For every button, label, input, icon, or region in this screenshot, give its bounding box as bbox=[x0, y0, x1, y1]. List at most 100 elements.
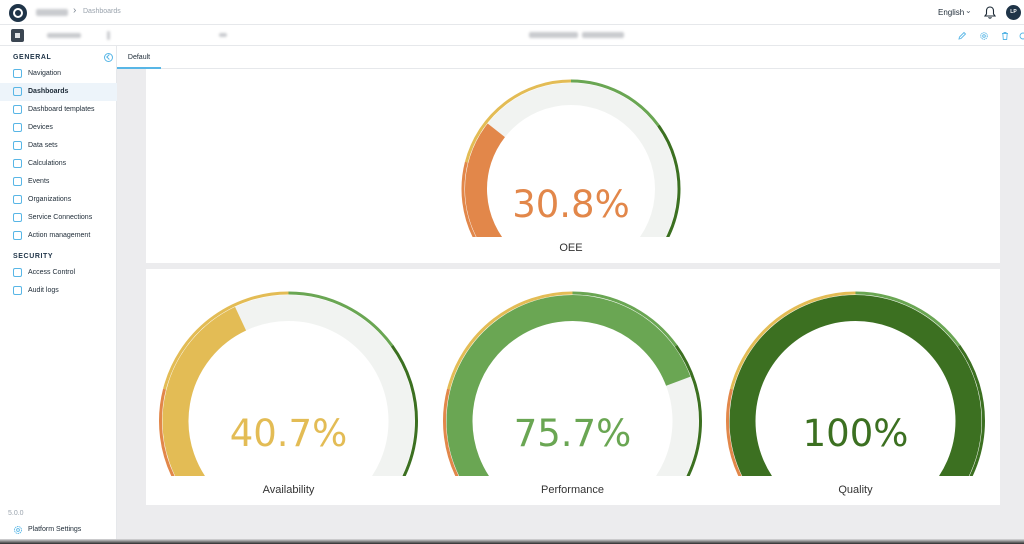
sidebar-item-data-sets[interactable]: Data sets bbox=[0, 137, 117, 155]
sidebar-item-calculations[interactable]: Calculations bbox=[0, 155, 117, 173]
dashboard-title-blurred bbox=[529, 32, 578, 38]
sidebar-item-events[interactable]: Events bbox=[0, 173, 117, 191]
oee-components-widget: 40.7% Availability 75.7% Performance 100… bbox=[146, 269, 1000, 505]
window-bottom-edge bbox=[0, 539, 1024, 544]
audit-log-icon bbox=[13, 286, 22, 295]
oee-gauge-zone-4 bbox=[657, 124, 681, 237]
availability-gauge-zone-2 bbox=[163, 291, 289, 390]
dashboard-owner-blurred bbox=[47, 33, 81, 38]
notification-bell-icon[interactable] bbox=[984, 6, 996, 19]
organization-icon bbox=[13, 195, 22, 204]
dashboard-canvas: 30.8% OEE 40.7% Availability 75.7% Perfo… bbox=[136, 69, 1008, 536]
oee-gauge-zone-1 bbox=[461, 161, 477, 237]
dataset-icon bbox=[13, 141, 22, 150]
sidebar-item-label: Organizations bbox=[28, 196, 72, 203]
top-bar: › Dashboards English ⌄ LP bbox=[0, 0, 1024, 25]
performance-gauge-zone-1 bbox=[443, 388, 459, 476]
performance-gauge: 75.7% Performance bbox=[435, 286, 710, 501]
availability-gauge: 40.7% Availability bbox=[151, 286, 426, 501]
availability-gauge-zone-3 bbox=[288, 291, 394, 347]
sidebar-item-service-connections[interactable]: Service Connections bbox=[0, 209, 117, 227]
sidebar-item-access-control[interactable]: Access Control bbox=[0, 264, 117, 282]
oee-gauge-arc bbox=[461, 79, 681, 237]
breadcrumb-current: Dashboards bbox=[83, 8, 121, 15]
section-title-general: GENERAL bbox=[13, 54, 52, 61]
sidebar-item-navigation[interactable]: Navigation bbox=[0, 65, 117, 83]
sidebar-item-devices[interactable]: Devices bbox=[0, 119, 117, 137]
sidebar-item-label: Platform Settings bbox=[28, 526, 82, 533]
settings-gear-icon[interactable] bbox=[979, 31, 989, 41]
availability-value: 40.7% bbox=[229, 412, 348, 455]
dashboard-title-blurred-2 bbox=[582, 32, 624, 38]
quality-gauge-arc bbox=[726, 291, 985, 476]
oee-gauge-value-arc bbox=[465, 123, 506, 237]
sidebar-item-label: Events bbox=[28, 178, 50, 185]
sidebar-item-label: Data sets bbox=[28, 142, 58, 149]
section-title-security: SECURITY bbox=[13, 253, 54, 260]
oee-gauge-zone-2 bbox=[464, 79, 572, 163]
dashboard-toolbar bbox=[0, 25, 1024, 46]
sidebar-item-label: Devices bbox=[28, 124, 53, 131]
tab-default[interactable]: Default bbox=[117, 46, 161, 69]
oee-widget: 30.8% OEE bbox=[146, 69, 1000, 263]
performance-gauge-value-arc bbox=[446, 295, 691, 476]
quality-value: 100% bbox=[802, 412, 909, 455]
clipboard-icon bbox=[13, 231, 22, 240]
sidebar-item-label: Access Control bbox=[28, 269, 76, 276]
delete-trash-icon[interactable] bbox=[1000, 31, 1010, 41]
sidebar-item-label: Calculations bbox=[28, 160, 67, 167]
quality-gauge-zone-1 bbox=[726, 388, 742, 476]
performance-value: 75.7% bbox=[513, 412, 632, 455]
quality-gauge-value-arc bbox=[729, 295, 982, 476]
dashboard-template-icon bbox=[13, 105, 22, 114]
dashboard-meta-blurred bbox=[219, 33, 227, 37]
sidebar-item-audit-logs[interactable]: Audit logs bbox=[0, 282, 117, 300]
gear-icon bbox=[14, 526, 22, 534]
dashboard-icon bbox=[13, 87, 22, 96]
oee-gauge-zone-3 bbox=[570, 79, 660, 127]
performance-gauge-zone-3 bbox=[572, 291, 678, 347]
chevron-right-icon: › bbox=[73, 5, 77, 16]
bell-icon bbox=[13, 177, 22, 186]
quality-gauge: 100% Quality bbox=[718, 286, 993, 501]
more-options-icon[interactable] bbox=[1018, 31, 1024, 41]
sidebar-item-label: Audit logs bbox=[28, 287, 59, 294]
performance-gauge-zone-4 bbox=[674, 344, 702, 476]
edit-pencil-icon[interactable] bbox=[957, 31, 967, 41]
collapse-sidebar-icon[interactable] bbox=[104, 53, 113, 62]
sidebar-item-label: Service Connections bbox=[28, 214, 93, 221]
oee-value: 30.8% bbox=[512, 183, 630, 226]
availability-label: Availability bbox=[262, 484, 315, 496]
access-control-icon bbox=[13, 268, 22, 277]
chevron-down-icon[interactable]: ⌄ bbox=[965, 6, 972, 15]
oee-gauge: 30.8% OEE bbox=[446, 77, 696, 261]
breadcrumb-organization-blurred[interactable] bbox=[36, 9, 68, 16]
language-selector[interactable]: English bbox=[938, 8, 965, 17]
sidebar-item-label: Navigation bbox=[28, 70, 62, 77]
user-avatar[interactable]: LP bbox=[1006, 5, 1021, 20]
availability-gauge-arc bbox=[159, 291, 418, 476]
performance-gauge-arc bbox=[443, 291, 702, 476]
calculator-icon bbox=[13, 159, 22, 168]
performance-label: Performance bbox=[541, 484, 604, 496]
performance-gauge-zone-2 bbox=[447, 291, 573, 390]
availability-gauge-value-arc bbox=[162, 306, 247, 476]
sidebar-item-dashboard-templates[interactable]: Dashboard templates bbox=[0, 101, 117, 119]
availability-gauge-zone-1 bbox=[159, 388, 175, 476]
quality-gauge-zone-4 bbox=[957, 344, 985, 476]
sidebar-item-label: Action management bbox=[28, 232, 91, 239]
separator-blurred bbox=[107, 31, 110, 40]
quality-label: Quality bbox=[838, 484, 873, 496]
sidebar-item-dashboards[interactable]: Dashboards bbox=[0, 83, 117, 101]
sidebar-item-label: Dashboard templates bbox=[28, 106, 95, 113]
navigation-icon bbox=[13, 69, 22, 78]
sidebar-item-action-management[interactable]: Action management bbox=[0, 227, 117, 245]
sidebar-item-organizations[interactable]: Organizations bbox=[0, 191, 117, 209]
sidebar-item-label: Dashboards bbox=[28, 88, 69, 95]
availability-gauge-zone-4 bbox=[390, 344, 418, 476]
dashboard-menu-icon[interactable] bbox=[11, 29, 24, 42]
app-logo-icon[interactable] bbox=[9, 4, 27, 22]
link-icon bbox=[13, 213, 22, 222]
app-version: 5.0.0 bbox=[8, 510, 24, 517]
sidebar-item-platform-settings[interactable]: Platform Settings bbox=[0, 521, 117, 539]
